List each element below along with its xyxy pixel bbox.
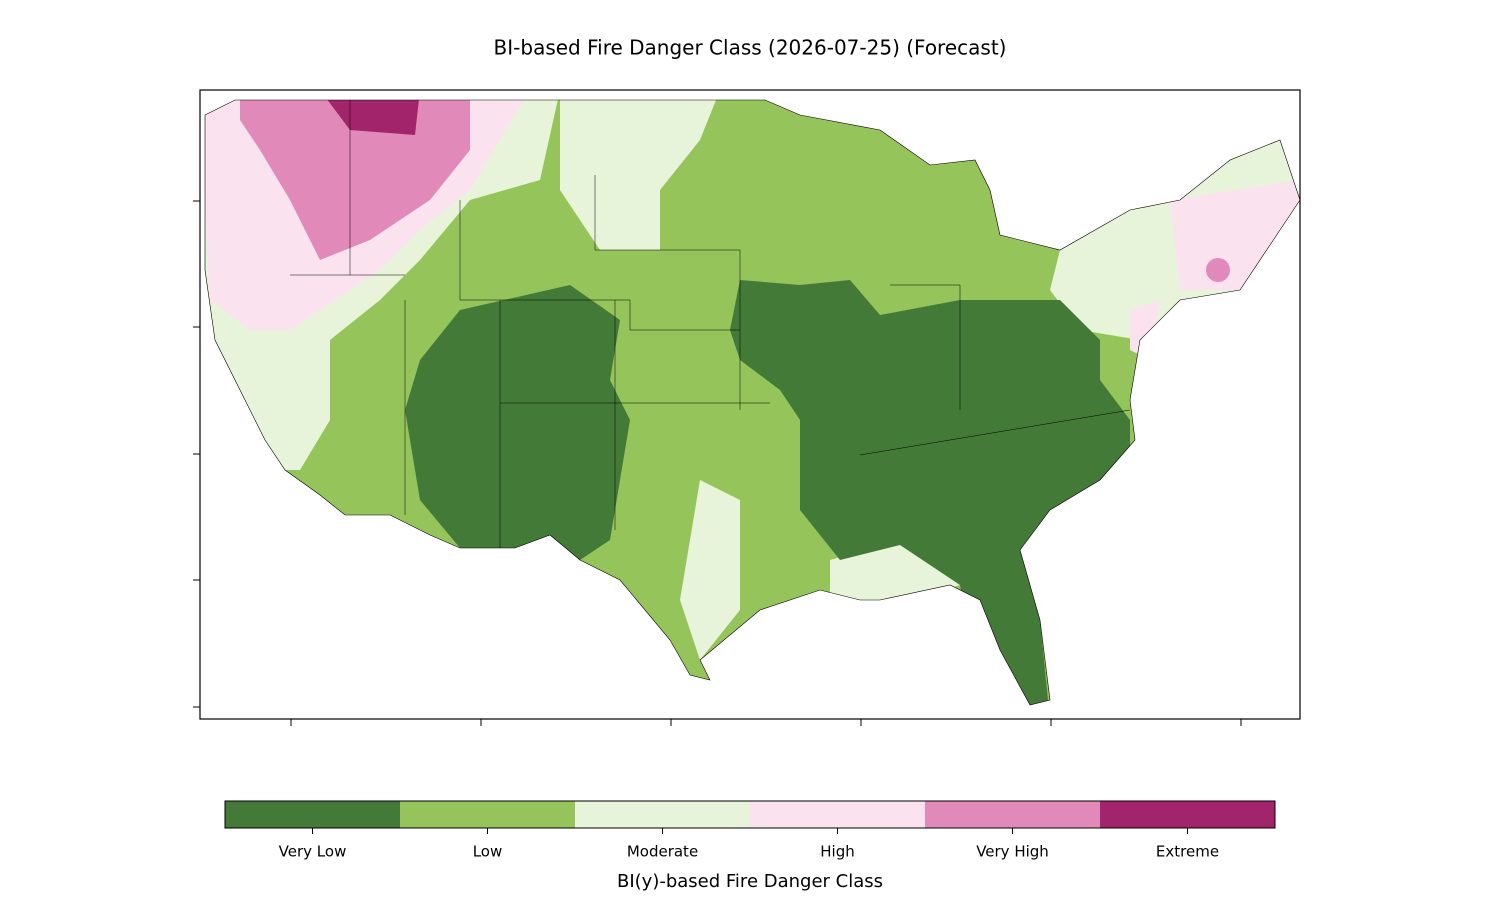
colorbar-swatch [750,801,925,828]
coastline [204,99,1301,706]
colorbar-swatch [225,801,400,828]
colorbar-swatch [400,801,575,828]
colorbar-tick-label: Extreme [1156,843,1219,861]
state-borders [290,100,1131,548]
colorbar-frame [224,800,1276,829]
colorbar-swatch [1100,801,1275,828]
map-title: BI-based Fire Danger Class (2026-07-25) … [494,36,1007,60]
colorbar-tick-label: Very High [976,843,1049,861]
colorbar-tick-label: High [820,843,854,861]
colorbar-swatch [925,801,1100,828]
danger-region [320,100,420,135]
colorbar-swatch [575,801,750,828]
colorbar-label: BI(y)-based Fire Danger Class [617,871,883,892]
danger-region [560,100,720,250]
axis-ticks [193,200,1242,726]
danger-region [730,280,1130,705]
danger-region [680,480,740,660]
fire-danger-map [205,100,1300,705]
colorbar-tick-label: Low [473,843,503,861]
danger-region [405,285,630,560]
danger-region [1206,258,1230,282]
colorbar: Very Low Low Moderate High Very High Extreme [225,801,1275,861]
danger-region [1130,300,1160,360]
map-frame [199,89,1301,720]
colorbar-tick-label: Very Low [279,843,347,861]
colorbar-tick-label: Moderate [627,843,698,861]
